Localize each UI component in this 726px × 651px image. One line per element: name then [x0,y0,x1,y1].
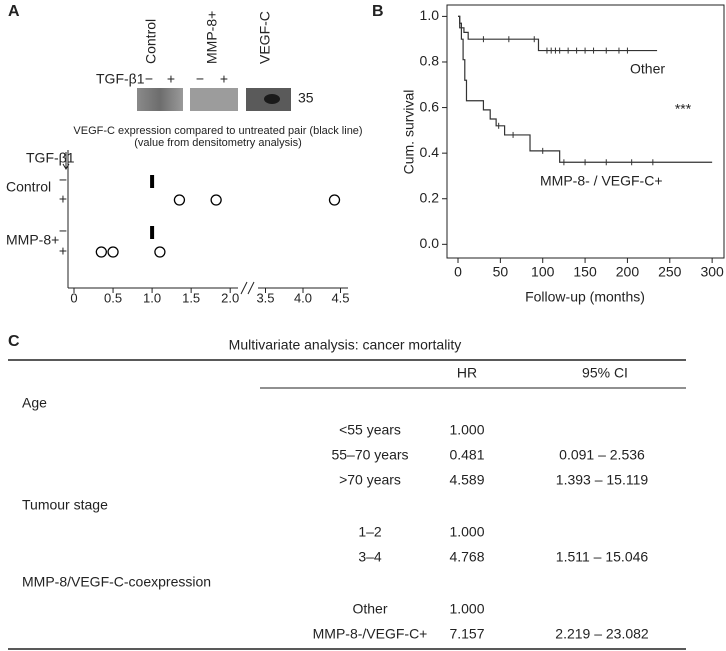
reference-bar [150,226,155,239]
x-tick-label: 300 [700,264,724,280]
treatment-sign: + [220,71,228,87]
treatment-sign: − [145,71,153,87]
treatment-sign: − [59,223,67,239]
row-label: 3–4 [358,549,382,565]
x-tick-label: 0.5 [104,290,122,305]
panel-label: B [372,3,384,20]
row-label: <55 years [339,422,401,438]
panel-label: C [8,333,20,350]
hr-value: 4.768 [449,549,484,565]
y-tick-label: 0.8 [420,53,440,69]
x-axis-title: Follow-up (months) [525,289,645,305]
chart-subtitle: (value from densitometry analysis) [134,137,302,149]
lane-label: MMP-8+ [204,11,220,64]
treatment-sign: − [196,71,204,87]
x-tick-label: 250 [658,264,682,280]
group-label: Control [6,179,51,195]
blot-image [137,88,183,111]
ci-value: 1.393 – 15.119 [556,472,649,488]
blot-image [190,88,238,111]
row-label: 1–2 [358,524,382,540]
lane-label: Control [143,19,159,64]
hr-value: 0.481 [449,447,484,463]
reference-bar [150,175,155,188]
chart-title: VEGF-C expression compared to untreated … [73,125,362,137]
x-tick-label: 3.5 [256,290,274,305]
data-point [210,194,222,206]
significance: *** [675,101,692,117]
data-point [328,194,341,206]
x-tick-label: 1.0 [143,290,161,305]
y-axis-title: Cum. survival [401,90,417,175]
column-header: 95% CI [582,365,628,381]
y-tick-label: 0.0 [420,235,440,251]
plot-frame [446,4,725,259]
treatment-sign: − [59,172,67,188]
hr-value: 4.589 [449,472,484,488]
data-point [154,246,166,258]
data-point [95,246,107,258]
x-tick-label: 200 [616,264,640,280]
treatment-sign: + [167,71,175,87]
row-label: TGF-β1 [26,150,75,166]
data-point [107,246,119,258]
hr-value: 1.000 [449,601,484,617]
row-label: >70 years [339,472,401,488]
x-tick-label: 50 [493,264,509,280]
y-tick-label: 1.0 [420,7,440,23]
table-title: Multivariate analysis: cancer mortality [229,337,462,353]
curve-label: MMP-8- / VEGF-C+ [540,173,663,189]
column-header: HR [457,365,477,381]
section-label: MMP-8/VEGF-C-coexpression [22,574,211,590]
y-tick-label: 0.4 [420,144,440,160]
x-tick-label: 100 [531,264,555,280]
hr-value: 1.000 [449,422,484,438]
panel-label: A [8,3,20,20]
data-point [173,194,186,206]
x-tick-label: 1.5 [182,290,200,305]
survival-curve [458,15,713,163]
x-tick-label: 2.0 [221,290,239,305]
ci-value: 1.511 – 15.046 [556,549,649,565]
treatment-sign: + [59,243,67,259]
row-label: 55–70 years [331,447,408,463]
row-label: MMP-8-/VEGF-C+ [313,626,428,642]
x-tick-label: 0 [454,264,462,280]
ci-value: 2.219 – 23.082 [555,626,649,642]
x-tick-label: 150 [573,264,597,280]
axis-break [240,281,255,295]
hr-value: 7.157 [449,626,484,642]
y-tick-label: 0.2 [420,189,440,205]
row-label: Other [352,601,387,617]
section-label: Age [22,395,47,411]
treatment-sign: + [59,191,67,207]
lane-label: VEGF-C [257,11,273,64]
ci-value: 0.091 – 2.536 [559,447,645,463]
survival-curve [458,15,658,52]
section-label: Tumour stage [22,497,108,513]
x-tick-label: 0 [70,290,77,305]
y-tick-label: 0.6 [420,98,440,114]
group-label: MMP-8+ [6,232,59,248]
hr-value: 1.000 [449,524,484,540]
size-label: 35 [298,90,314,106]
treatment-label: TGF-β1 [96,71,145,87]
curve-label: Other [630,61,665,77]
x-tick-label: 4.5 [331,290,349,305]
x-tick-label: 4.0 [294,290,312,305]
blot-band [264,94,280,104]
